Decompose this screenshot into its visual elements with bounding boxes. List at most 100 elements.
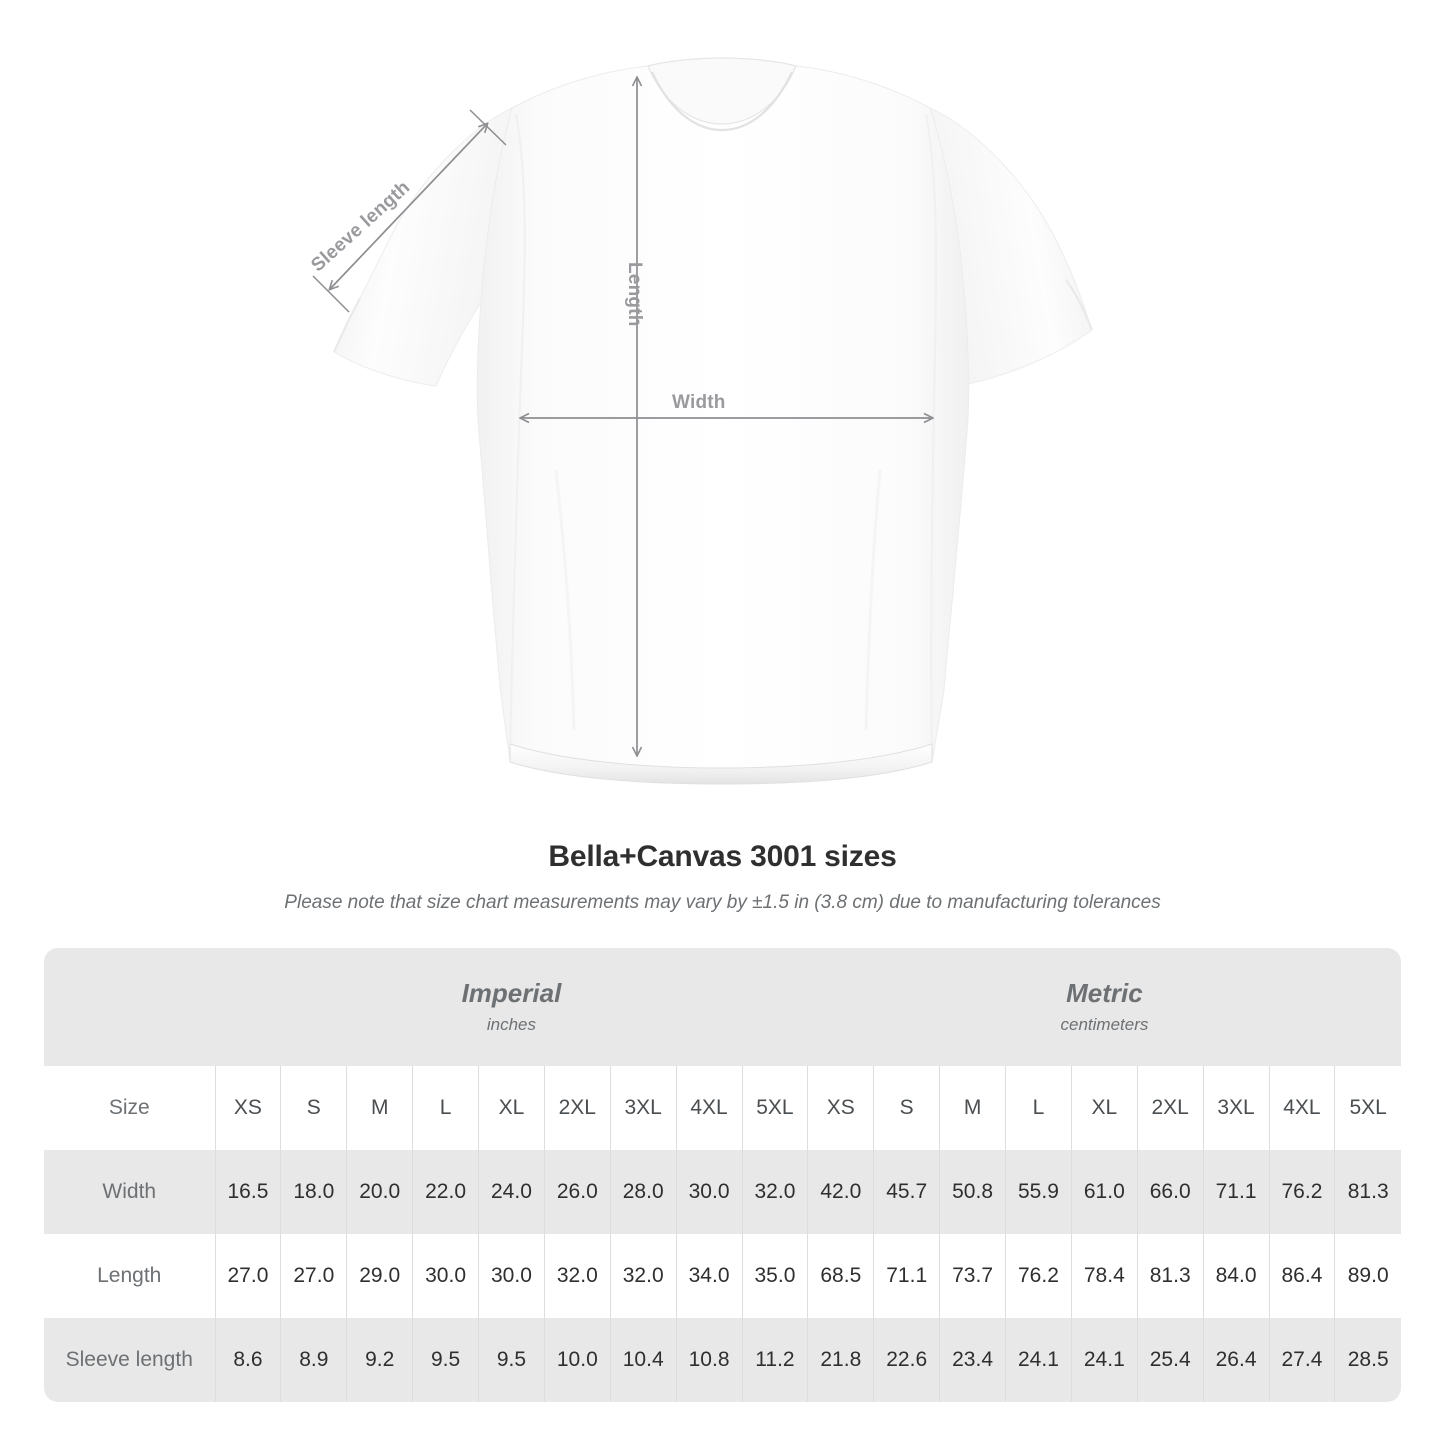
- cell-sleeve-length-m-metric: 23.4: [939, 1318, 1006, 1402]
- unit-group-name: Metric: [1066, 977, 1143, 1008]
- cell-sleeve-length-4xl-imperial: 10.8: [675, 1318, 742, 1402]
- cell-width-s-imperial: 18.0: [280, 1150, 347, 1234]
- cell-width-4xl-imperial: 30.0: [675, 1150, 742, 1234]
- size-header-s-metric: S: [873, 1066, 940, 1150]
- size-chart-table: Imperial inches Metric centimeters Size XS S M L…: [44, 948, 1401, 1402]
- cell-length-l-metric: 76.2: [1005, 1234, 1072, 1318]
- fabric-fold-left: [554, 469, 576, 731]
- size-header-4xl-metric: 4XL: [1268, 1066, 1335, 1150]
- table-row: Length 27.0 27.0 29.0 30.0 30.0 32.0 32.0 34.0 35…: [44, 1234, 1401, 1318]
- cell-width-2xl-imperial: 26.0: [543, 1150, 611, 1234]
- tolerance-note: Please note that size chart measurements…: [284, 892, 1161, 913]
- collar-band: [647, 57, 797, 125]
- cell-sleeve-length-s-imperial: 8.9: [280, 1318, 347, 1402]
- cell-length-5xl-metric: 89.0: [1334, 1234, 1401, 1318]
- cell-sleeve-length-4xl-metric: 27.4: [1268, 1318, 1335, 1402]
- width-annotation-label: Width: [672, 392, 726, 413]
- cell-sleeve-length-5xl-imperial: 11.2: [741, 1318, 808, 1402]
- size-header-xs-imperial: XS: [214, 1066, 281, 1150]
- size-header-xl-imperial: XL: [478, 1066, 545, 1150]
- size-header-xl-metric: XL: [1070, 1066, 1138, 1150]
- cell-length-l-imperial: 30.0: [412, 1234, 479, 1318]
- unit-group-subtitle: inches: [486, 1015, 536, 1035]
- unit-group-metric: Metric centimeters: [807, 948, 1401, 1066]
- size-header-s-imperial: S: [280, 1066, 347, 1150]
- bottom-hem: [509, 743, 933, 785]
- cell-length-s-imperial: 27.0: [280, 1234, 347, 1318]
- cell-length-m-metric: 73.7: [939, 1234, 1006, 1318]
- unit-row-spacer: [44, 948, 215, 1066]
- cell-width-xl-imperial: 24.0: [478, 1150, 545, 1234]
- cell-sleeve-length-5xl-metric: 28.5: [1334, 1318, 1401, 1402]
- size-column-label: Size: [44, 1066, 215, 1150]
- shirt-body: [476, 65, 970, 781]
- cell-width-2xl-metric: 66.0: [1136, 1150, 1204, 1234]
- sleeve-cap-upper: [469, 109, 507, 146]
- cell-sleeve-length-s-metric: 22.6: [873, 1318, 940, 1402]
- cell-length-2xl-imperial: 32.0: [543, 1234, 611, 1318]
- size-header-m-imperial: M: [346, 1066, 413, 1150]
- cell-sleeve-length-m-imperial: 9.2: [346, 1318, 413, 1402]
- cell-width-s-metric: 45.7: [873, 1150, 940, 1234]
- cell-width-xs-imperial: 16.5: [214, 1150, 281, 1234]
- sleeve-measure-arrow: [330, 124, 487, 289]
- cell-width-5xl-imperial: 32.0: [741, 1150, 808, 1234]
- left-sleeve-hem: [333, 297, 361, 353]
- tshirt-diagram: Width Length Sleeve length: [307, 57, 1093, 785]
- size-header-2xl-metric: 2XL: [1136, 1066, 1204, 1150]
- length-annotation-label: Length: [624, 262, 645, 327]
- size-header-l-metric: L: [1005, 1066, 1072, 1150]
- cell-length-5xl-imperial: 35.0: [741, 1234, 808, 1318]
- cell-width-l-imperial: 22.0: [412, 1150, 479, 1234]
- unit-group-subtitle: centimeters: [1060, 1015, 1149, 1035]
- chart-heading: Bella+Canvas 3001 sizes Please note that…: [0, 840, 1445, 914]
- size-header-5xl-metric: 5XL: [1334, 1066, 1401, 1150]
- cell-sleeve-length-3xl-imperial: 10.4: [609, 1318, 677, 1402]
- unit-group-name: Imperial: [461, 977, 562, 1008]
- row-label-width: Width: [44, 1150, 215, 1234]
- cell-length-s-metric: 71.1: [873, 1234, 940, 1318]
- cell-sleeve-length-2xl-imperial: 10.0: [543, 1318, 611, 1402]
- cell-length-xs-imperial: 27.0: [214, 1234, 281, 1318]
- size-header-2xl-imperial: 2XL: [543, 1066, 611, 1150]
- row-label-length: Length: [44, 1234, 215, 1318]
- cell-width-5xl-metric: 81.3: [1334, 1150, 1401, 1234]
- cell-length-xs-metric: 68.5: [807, 1234, 874, 1318]
- size-header-m-metric: M: [939, 1066, 1006, 1150]
- cell-length-m-imperial: 29.0: [346, 1234, 413, 1318]
- cell-sleeve-length-2xl-metric: 25.4: [1136, 1318, 1204, 1402]
- right-body-seam: [925, 113, 938, 761]
- size-header-l-imperial: L: [412, 1066, 479, 1150]
- cell-sleeve-length-3xl-metric: 26.4: [1202, 1318, 1269, 1402]
- table-row: Sleeve length 8.6 8.9 9.2 9.5 9.5 10.0 10.4 10.8…: [44, 1318, 1401, 1402]
- cell-length-xl-imperial: 30.0: [478, 1234, 545, 1318]
- table-row: Width 16.5 18.0 20.0 22.0 24.0 26.0 28.0 30.0 32.…: [44, 1150, 1401, 1234]
- cell-sleeve-length-xl-imperial: 9.5: [478, 1318, 545, 1402]
- cell-sleeve-length-xl-metric: 24.1: [1070, 1318, 1138, 1402]
- size-header-3xl-imperial: 3XL: [609, 1066, 677, 1150]
- cell-length-4xl-metric: 86.4: [1268, 1234, 1335, 1318]
- cell-length-xl-metric: 78.4: [1070, 1234, 1138, 1318]
- cell-sleeve-length-xs-imperial: 8.6: [214, 1318, 281, 1402]
- row-label-sleeve-length: Sleeve length: [44, 1318, 215, 1402]
- cell-length-3xl-imperial: 32.0: [609, 1234, 677, 1318]
- sleeve-cap-lower: [312, 275, 350, 313]
- unit-group-imperial: Imperial inches: [215, 948, 808, 1066]
- tshirt-illustration: [312, 57, 1093, 785]
- size-header-xs-metric: XS: [807, 1066, 874, 1150]
- size-header-3xl-metric: 3XL: [1202, 1066, 1269, 1150]
- cell-width-m-imperial: 20.0: [346, 1150, 413, 1234]
- fabric-fold-right: [864, 469, 882, 731]
- cell-length-3xl-metric: 84.0: [1202, 1234, 1269, 1318]
- cell-width-xl-metric: 61.0: [1070, 1150, 1138, 1234]
- cell-sleeve-length-l-metric: 24.1: [1005, 1318, 1072, 1402]
- size-header-row: Size XS S M L XL 2XL 3XL 4XL 5XL XS S M L XL 2XL 3XL 4XL 5…: [44, 1066, 1401, 1150]
- left-body-seam: [509, 113, 526, 761]
- cell-width-3xl-metric: 71.1: [1202, 1150, 1269, 1234]
- cell-sleeve-length-xs-metric: 21.8: [807, 1318, 874, 1402]
- cell-length-4xl-imperial: 34.0: [675, 1234, 742, 1318]
- cell-width-l-metric: 55.9: [1005, 1150, 1072, 1234]
- unit-header-row: Imperial inches Metric centimeters: [44, 948, 1401, 1066]
- size-header-4xl-imperial: 4XL: [675, 1066, 742, 1150]
- cell-length-2xl-metric: 81.3: [1136, 1234, 1204, 1318]
